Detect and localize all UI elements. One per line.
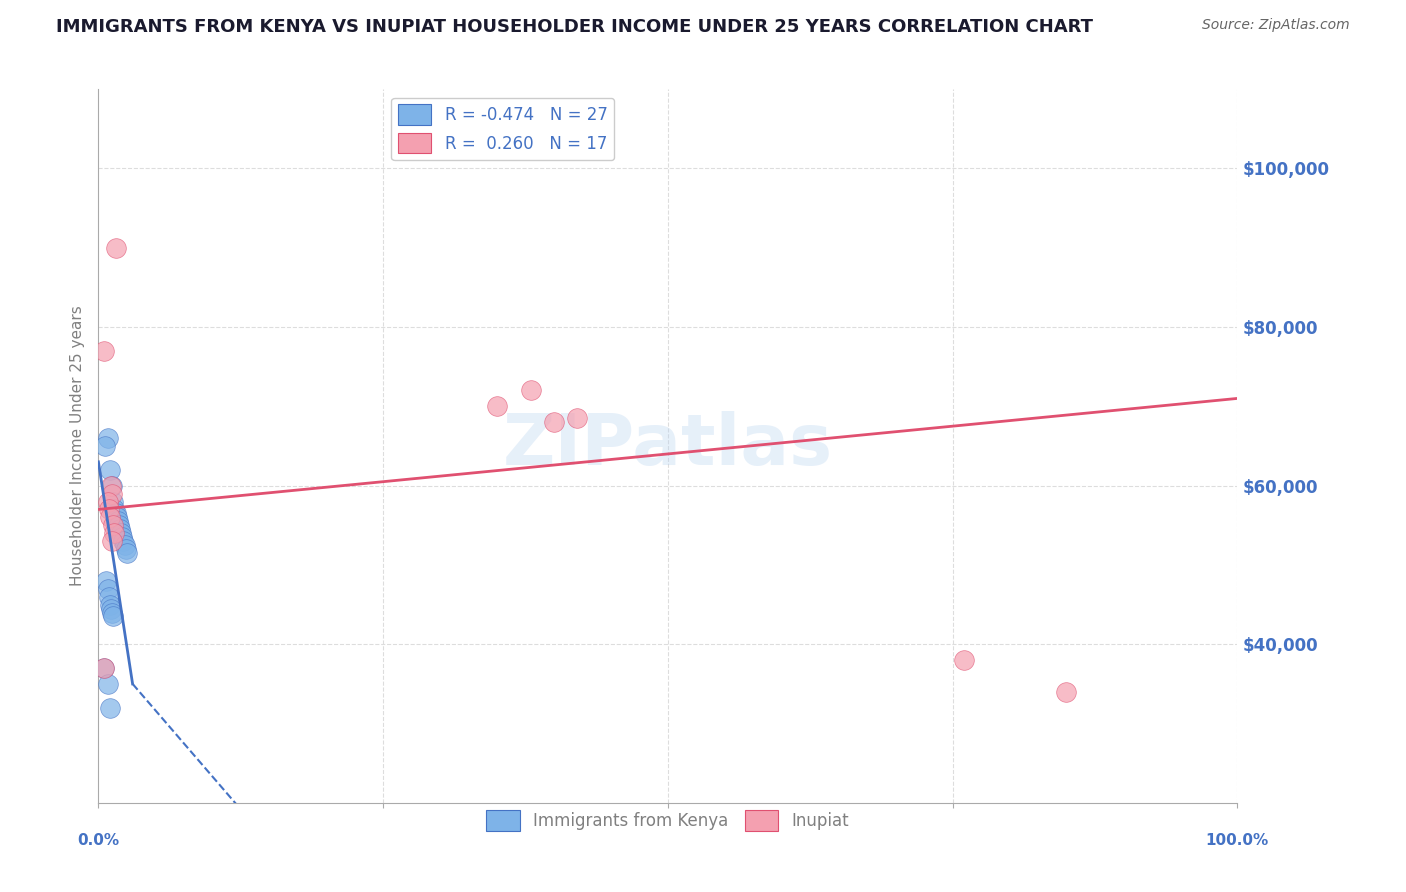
Point xyxy=(103,526,125,541)
Point xyxy=(103,609,125,624)
Point xyxy=(520,384,543,398)
Point xyxy=(103,494,125,508)
Point xyxy=(101,534,124,549)
Text: IMMIGRANTS FROM KENYA VS INUPIAT HOUSEHOLDER INCOME UNDER 25 YEARS CORRELATION C: IMMIGRANTS FROM KENYA VS INUPIAT HOUSEHO… xyxy=(56,18,1094,36)
Point xyxy=(104,507,127,521)
Point xyxy=(93,661,115,675)
Point xyxy=(93,343,115,358)
Point xyxy=(101,606,124,620)
Point xyxy=(114,538,136,552)
Text: 100.0%: 100.0% xyxy=(1206,833,1268,848)
Point xyxy=(94,439,117,453)
Point xyxy=(96,431,118,445)
Point xyxy=(97,502,120,516)
Point xyxy=(565,411,588,425)
Point xyxy=(105,510,128,524)
Point xyxy=(111,530,134,544)
Point xyxy=(115,546,138,560)
Point xyxy=(108,518,131,533)
Point xyxy=(104,241,127,255)
Point xyxy=(98,510,121,524)
Point xyxy=(953,653,976,667)
Text: ZIPatlas: ZIPatlas xyxy=(503,411,832,481)
Point xyxy=(96,494,118,508)
Point xyxy=(103,502,125,516)
Point xyxy=(486,400,509,414)
Point xyxy=(97,590,120,604)
Point xyxy=(110,526,132,541)
Point xyxy=(112,534,135,549)
Point xyxy=(93,661,115,675)
Point xyxy=(100,601,122,615)
Y-axis label: Householder Income Under 25 years: Householder Income Under 25 years xyxy=(69,306,84,586)
Point xyxy=(98,700,121,714)
Point xyxy=(107,514,129,528)
Point xyxy=(101,478,124,492)
Point xyxy=(543,415,565,429)
Point xyxy=(108,522,131,536)
Point xyxy=(96,574,118,588)
Point xyxy=(1054,685,1078,699)
Point xyxy=(98,463,121,477)
Point xyxy=(101,486,124,500)
Point xyxy=(100,478,122,492)
Point xyxy=(114,542,136,557)
Text: Source: ZipAtlas.com: Source: ZipAtlas.com xyxy=(1202,18,1350,32)
Legend: Immigrants from Kenya, Inupiat: Immigrants from Kenya, Inupiat xyxy=(479,804,856,838)
Text: 0.0%: 0.0% xyxy=(77,833,120,848)
Point xyxy=(103,518,125,533)
Point xyxy=(96,582,118,596)
Point xyxy=(96,677,118,691)
Point xyxy=(98,598,121,612)
